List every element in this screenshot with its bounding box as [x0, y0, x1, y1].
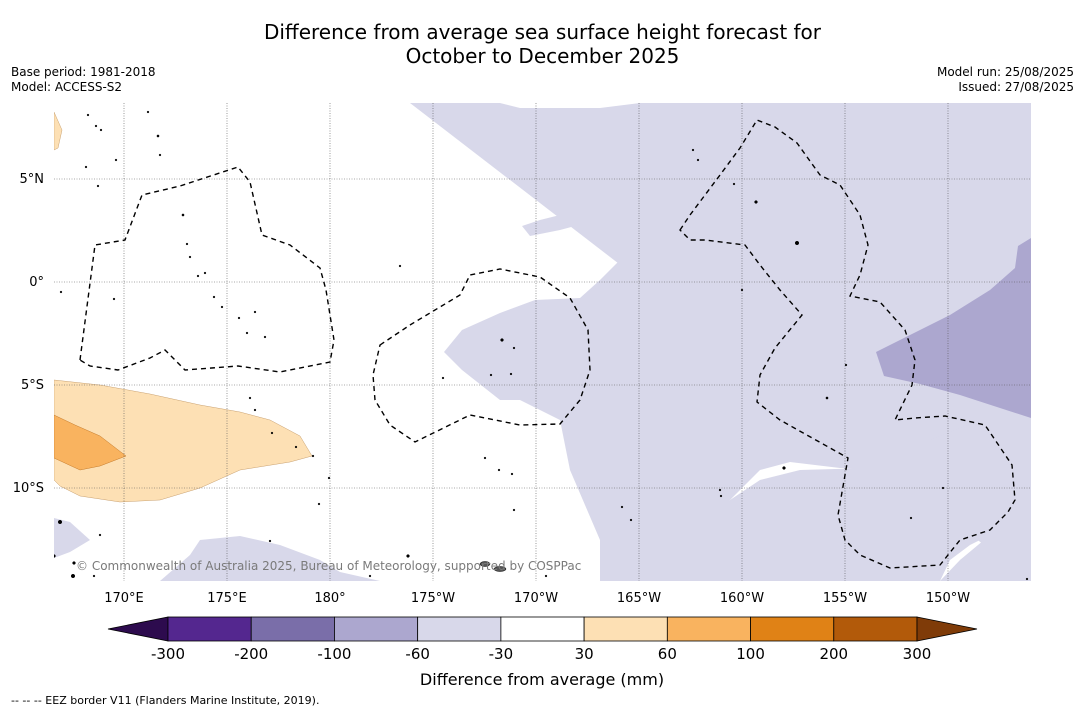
anomaly-region-orange: [54, 414, 127, 471]
colorbar-extend-high: [916, 616, 978, 642]
meta-right: Model run: 25/08/2025 Issued: 27/08/2025: [937, 65, 1074, 95]
colorbar-segment: [334, 616, 419, 642]
colorbar-segments: [107, 616, 978, 642]
colorbar-segment: [750, 616, 835, 642]
title-line-2: October to December 2025: [405, 44, 680, 68]
colorbar-ticks: -300 -200 -100 -60 -30 30 60 100 200 300: [151, 645, 931, 663]
colorbar-segment: [666, 616, 751, 642]
colorbar-extend-low: [107, 616, 169, 642]
title-line-1: Difference from average sea surface heig…: [263, 20, 822, 44]
colorbar-segment: [167, 616, 252, 642]
colorbar-segment: [417, 616, 502, 642]
colorbar-tick-label: -200: [234, 645, 268, 663]
copyright-notice: © Commonwealth of Australia 2025, Bureau…: [76, 559, 581, 573]
longitude-labels: 170°E 175°E 180° 175°W 170°W 165°W 160°W…: [104, 591, 970, 606]
colorbar-tick-label: 60: [658, 645, 677, 663]
lon-label: 170°E: [104, 591, 144, 606]
eez-border-kiribati-phoenix: [372, 268, 591, 443]
issued-text: Issued: 27/08/2025: [958, 80, 1074, 94]
islands: [54, 110, 1029, 581]
eez-borders: [79, 119, 1016, 569]
lon-label: 175°E: [207, 591, 247, 606]
lon-label: 155°W: [823, 591, 867, 606]
lon-label: 160°W: [720, 591, 764, 606]
map-title: Difference from average sea surface heig…: [0, 20, 1085, 68]
colorbar: -300 -200 -100 -60 -30 30 60 100 200 300 Differen…: [107, 616, 978, 689]
colorbar-segment: [583, 616, 668, 642]
colorbar-tick-label: -60: [405, 645, 430, 663]
anomaly-region-light-purple-south: [54, 440, 1031, 581]
colorbar-tick-label: 300: [903, 645, 932, 663]
eez-border-kiribati-gilbert: [79, 166, 335, 373]
lat-label: 5°S: [21, 378, 44, 393]
lon-label: 175°W: [411, 591, 455, 606]
lat-label: 10°S: [13, 481, 44, 496]
colorbar-segment: [250, 616, 335, 642]
lon-label: 180°: [314, 591, 345, 606]
colorbar-tick-label: 30: [575, 645, 594, 663]
colorbar-tick-label: -30: [489, 645, 514, 663]
lat-label: 0°: [29, 275, 44, 290]
colorbar-segment: [833, 616, 918, 642]
colorbar-tick-label: -100: [317, 645, 351, 663]
lon-label: 150°W: [926, 591, 970, 606]
colorbar-segment: [500, 616, 585, 642]
model-text: Model: ACCESS-S2: [11, 80, 123, 94]
colorbar-tick-label: 100: [736, 645, 765, 663]
lon-label: 165°W: [617, 591, 661, 606]
eez-border-kiribati-line: [679, 119, 1016, 569]
base-period-text: Base period: 1981-2018: [11, 65, 156, 79]
anomaly-region-light-orange: [54, 111, 313, 503]
model-run-text: Model run: 25/08/2025: [936, 65, 1074, 79]
meta-left: Base period: 1981-2018 Model: ACCESS-S2: [11, 65, 156, 95]
latitude-labels: 5°N 0° 5°S 10°S: [13, 172, 44, 496]
anomaly-region-light-purple-central: [444, 103, 1031, 581]
lat-label: 5°N: [20, 172, 45, 187]
colorbar-label: Difference from average (mm): [420, 670, 664, 689]
map-area: © Commonwealth of Australia 2025, Bureau…: [54, 103, 1031, 581]
colorbar-tick-label: 200: [819, 645, 848, 663]
colorbar-tick-label: -300: [151, 645, 185, 663]
lon-label: 170°W: [514, 591, 558, 606]
eez-border-legend: -- -- -- EEZ border V11 (Flanders Marine…: [11, 694, 320, 707]
anomaly-region-medium-purple: [876, 238, 1031, 418]
gridlines: [54, 103, 1031, 581]
